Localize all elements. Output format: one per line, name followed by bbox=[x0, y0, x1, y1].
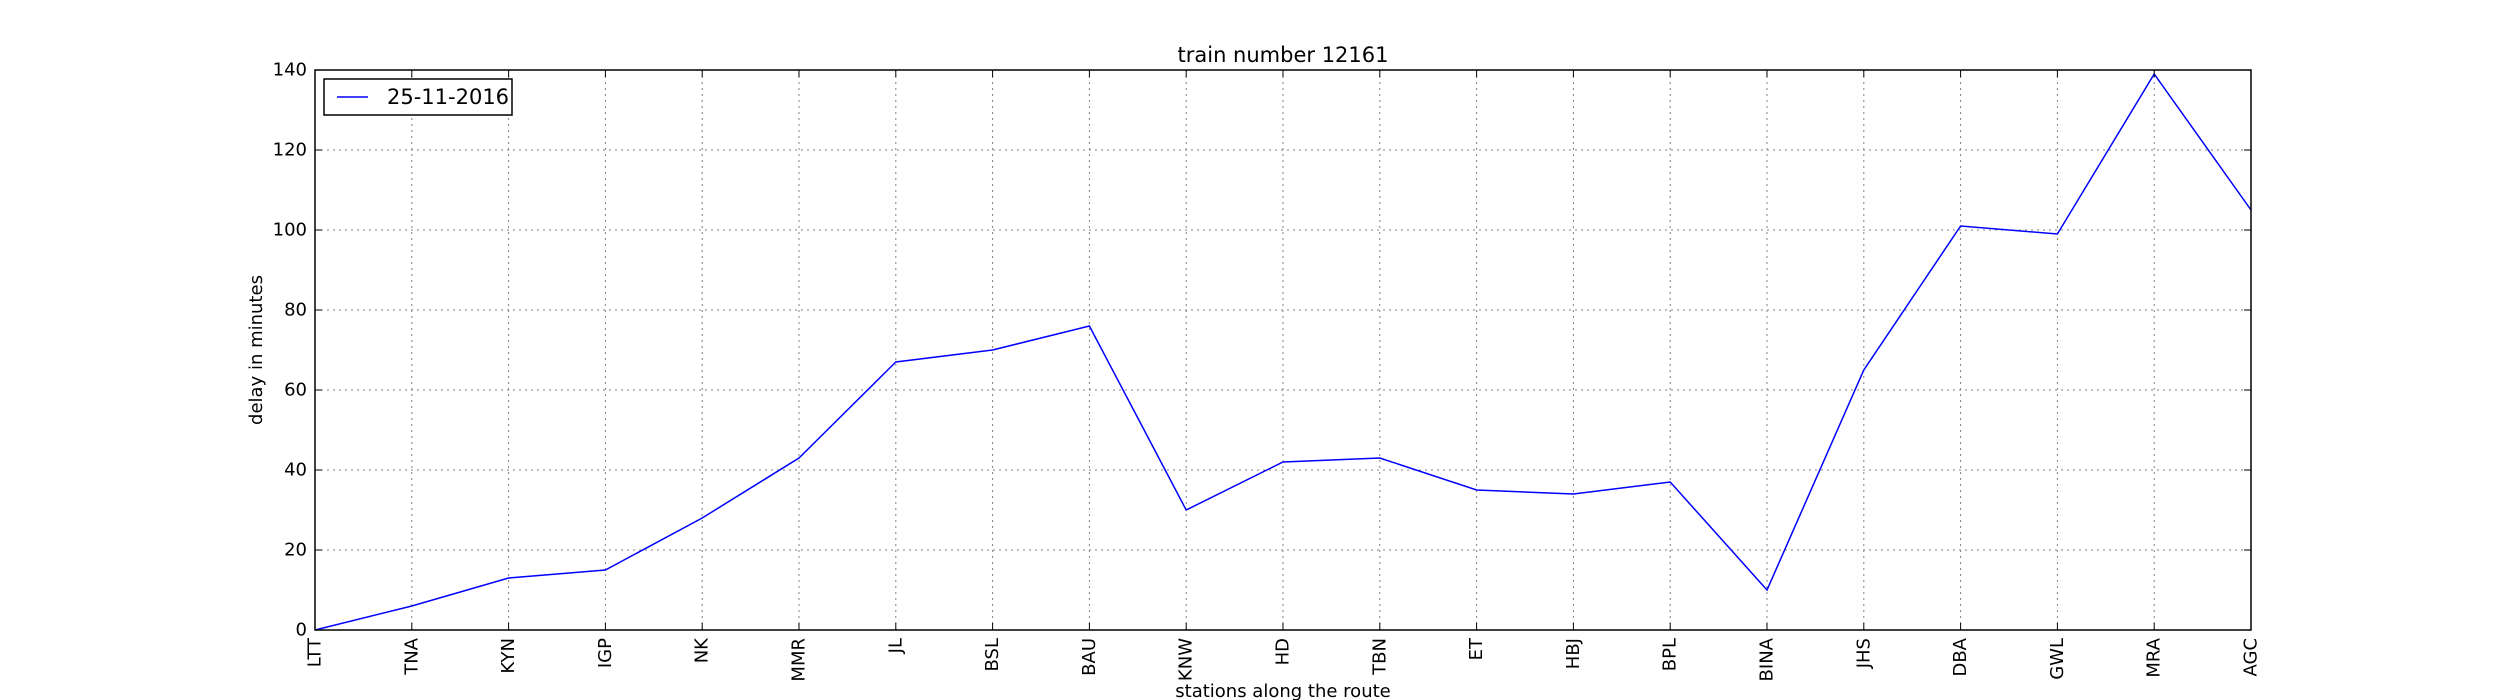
x-tick-label: NK bbox=[692, 637, 713, 663]
x-tick-label: GWL bbox=[2047, 638, 2068, 680]
x-tick-label: IGP bbox=[595, 638, 616, 668]
axis-ticks: LTT TNA KYN IGP NK MMR JL BSL BAU KNW HD TBN ET HBJ BP… bbox=[273, 60, 2262, 682]
y-tick-label: 80 bbox=[284, 300, 307, 321]
x-tick-label: HBJ bbox=[1563, 638, 1584, 669]
y-tick-label: 120 bbox=[273, 140, 307, 161]
x-axis-title: stations along the route bbox=[1175, 681, 1390, 700]
y-tick-label: 140 bbox=[273, 60, 307, 81]
y-tick-label: 20 bbox=[284, 540, 307, 561]
x-tick-label: TNA bbox=[401, 637, 422, 675]
x-tick-label: KYN bbox=[498, 638, 519, 674]
x-tick-label: BAU bbox=[1079, 638, 1100, 676]
x-tick-label: HD bbox=[1273, 638, 1294, 665]
legend: 25-11-2016 bbox=[323, 78, 513, 116]
x-tick-label: MMR bbox=[789, 638, 810, 682]
x-tick-label: KNW bbox=[1176, 638, 1197, 681]
x-tick-label: BINA bbox=[1757, 637, 1778, 681]
x-tick-label: ET bbox=[1466, 637, 1487, 660]
grid-lines bbox=[314, 69, 2252, 631]
x-tick-label: JL bbox=[885, 638, 906, 654]
x-tick-label: AGC bbox=[2241, 638, 2262, 677]
series-layer bbox=[314, 72, 2252, 631]
legend-label: 25-11-2016 bbox=[387, 85, 509, 109]
x-tick-label: BSL bbox=[982, 638, 1003, 672]
y-tick-label: 100 bbox=[273, 220, 307, 241]
x-tick-label: MRA bbox=[2144, 637, 2165, 677]
series-line bbox=[314, 72, 2252, 631]
x-tick-label: DBA bbox=[1950, 637, 1971, 676]
y-axis-title: delay in minutes bbox=[246, 275, 267, 425]
y-tick-label: 60 bbox=[284, 380, 307, 401]
chart-title: train number 12161 bbox=[1178, 43, 1389, 67]
x-tick-label: TBN bbox=[1369, 638, 1390, 676]
x-tick-label: BPL bbox=[1660, 638, 1681, 671]
y-tick-label: 0 bbox=[296, 620, 307, 641]
x-tick-label: LTT bbox=[305, 637, 326, 667]
y-tick-label: 40 bbox=[284, 460, 307, 481]
x-tick-label: JHS bbox=[1853, 638, 1874, 669]
